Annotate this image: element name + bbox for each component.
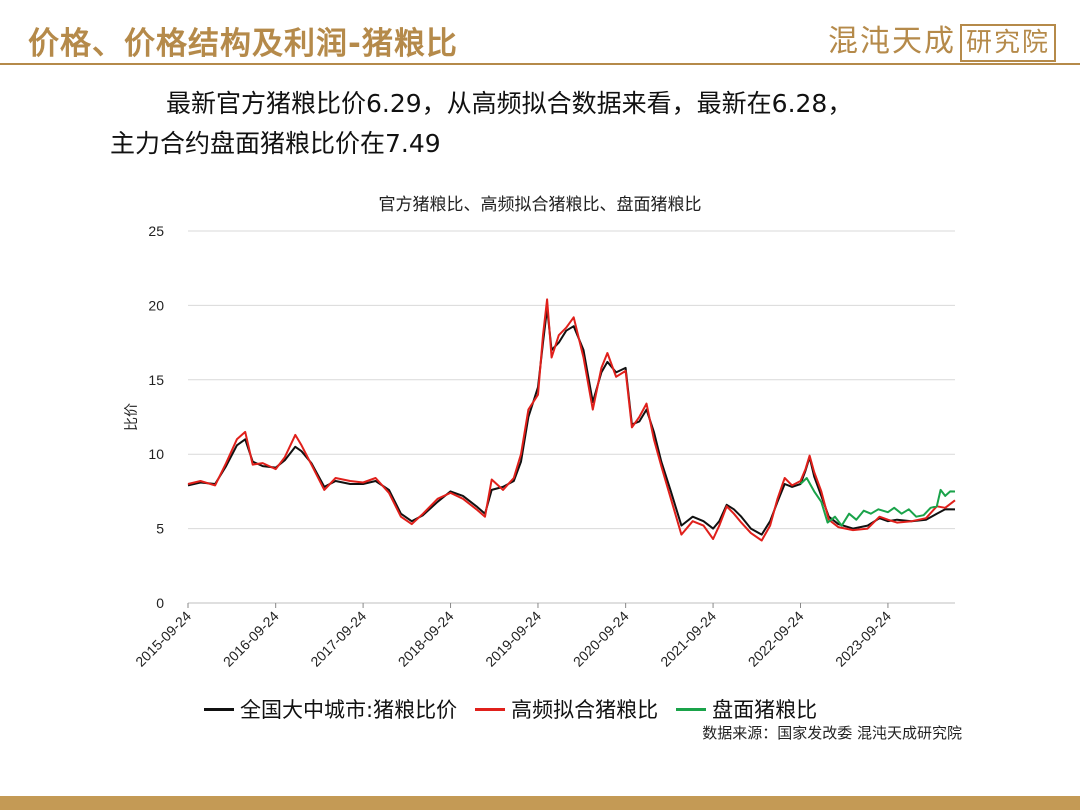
page-title: 价格、价格结构及利润-猪粮比 (28, 26, 458, 62)
summary-text: 最新官方猪粮比价6.29，从高频拟合数据来看，最新在6.28， 主力合约盘面猪粮… (110, 84, 1010, 164)
legend-label-futures: 盘面猪粮比 (712, 698, 818, 722)
y-tick-label: 5 (156, 521, 164, 537)
legend-swatch-official (204, 707, 234, 711)
x-tick-label: 2016-09-24 (220, 608, 282, 670)
legend-swatch-fitted (475, 707, 506, 711)
y-tick-label: 20 (148, 297, 164, 313)
x-tick-label: 2022-09-24 (745, 608, 807, 670)
x-tick-label: 2018-09-24 (395, 608, 457, 670)
data-source: 数据来源：国家发改委 混沌天成研究院 (702, 724, 962, 742)
y-tick-label: 15 (148, 372, 164, 388)
x-tick-label: 2021-09-24 (657, 608, 719, 670)
brand-box: 研究院 (959, 24, 1056, 62)
series-line-official (187, 307, 956, 536)
x-tick-label: 2019-09-24 (482, 608, 544, 670)
legend-label-official: 全国大中城市:猪粮比价 (240, 698, 458, 722)
y-tick-label: 25 (148, 223, 164, 239)
footer-bar (0, 796, 1080, 810)
legend-label-fitted: 高频拟合猪粮比 (511, 698, 659, 722)
x-tick-label: 2015-09-24 (132, 608, 194, 670)
legend-swatch-futures (676, 707, 707, 711)
series-line-futures (799, 477, 956, 527)
legend-item-fitted: 高频拟合猪粮比 (475, 694, 658, 724)
x-tick-label: 2020-09-24 (570, 608, 632, 670)
chart-title: 官方猪粮比、高频拟合猪粮比、盘面猪粮比 (378, 195, 702, 215)
header-divider (0, 63, 1080, 65)
legend-item-official: 全国大中城市:猪粮比价 (204, 694, 457, 724)
x-tick-label: 2017-09-24 (307, 608, 369, 670)
brand-logo: 混沌天成 研究院 (828, 16, 1056, 62)
x-tick-label: 2023-09-24 (832, 608, 894, 670)
series-line-fitted (187, 298, 956, 542)
y-tick-label: 10 (148, 446, 164, 462)
summary-line-1: 最新官方猪粮比价6.29，从高频拟合数据来看，最新在6.28， (166, 89, 853, 118)
summary-line-2: 主力合约盘面猪粮比价在7.49 (110, 129, 441, 158)
chart-legend: 全国大中城市:猪粮比价 高频拟合猪粮比 盘面猪粮比 (204, 694, 835, 724)
y-tick-label: 0 (156, 595, 164, 611)
y-axis-label: 比价 (124, 403, 140, 431)
legend-item-futures: 盘面猪粮比 (676, 694, 817, 724)
brand-name: 混沌天成 (827, 24, 956, 59)
